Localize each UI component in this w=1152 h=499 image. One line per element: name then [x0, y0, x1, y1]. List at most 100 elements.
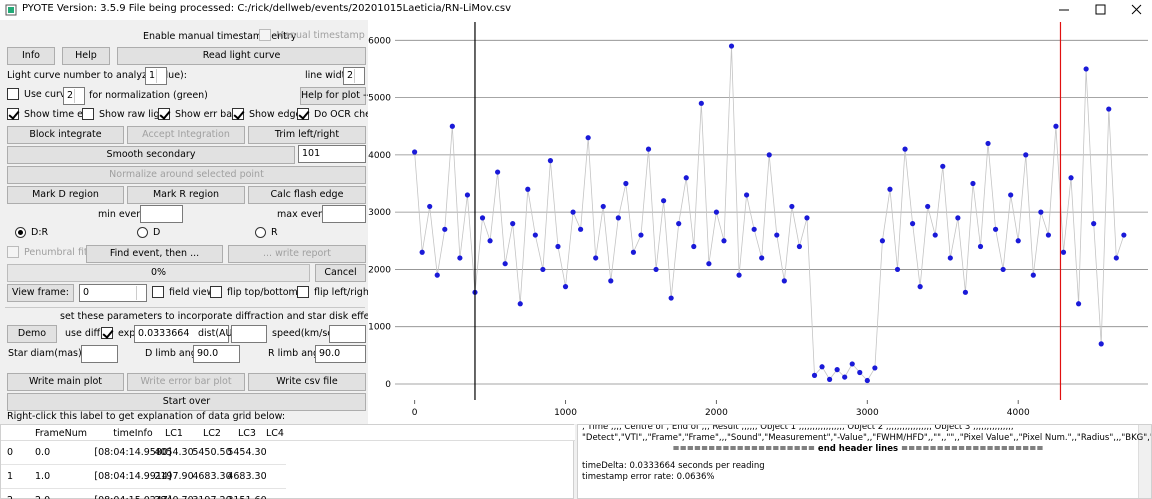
checkbox-label: Manual timestamp entry: [276, 30, 393, 41]
label: min event:: [98, 209, 150, 220]
data-point: [570, 209, 576, 215]
data-point: [645, 146, 652, 152]
checkbox[interactable]: [7, 88, 19, 100]
checkbox-label: Show time err: [24, 109, 91, 120]
button[interactable]: Block integrate: [7, 126, 124, 144]
button[interactable]: Start over: [7, 393, 366, 411]
data-point: [955, 215, 961, 221]
button[interactable]: Find event, then ...: [86, 245, 223, 263]
checkbox-label: flip top/bottom: [227, 287, 298, 298]
data-point: [578, 226, 584, 232]
scrollbar[interactable]: [1138, 425, 1151, 498]
data-point: [653, 266, 659, 273]
data-point: [683, 175, 689, 181]
checkbox[interactable]: [82, 108, 94, 120]
text-input[interactable]: [322, 205, 366, 223]
column-header: FrameNum: [35, 428, 87, 439]
button[interactable]: Calc flash edge: [248, 186, 366, 204]
data-point: [1023, 152, 1029, 158]
data-point: [925, 203, 931, 210]
checkbox[interactable]: [210, 286, 222, 298]
checkbox-label: Show raw light: [99, 109, 170, 120]
spin-box[interactable]: 1: [145, 67, 167, 85]
label: Star diam(mas):: [8, 348, 85, 359]
radio-button[interactable]: [255, 227, 266, 238]
data-point: [789, 203, 795, 210]
button[interactable]: Info: [7, 47, 55, 65]
label: use diff: [65, 328, 101, 339]
text-input[interactable]: [81, 345, 118, 363]
data-point: [766, 152, 772, 158]
data-point: [427, 203, 433, 210]
light-curve-plot[interactable]: 0 1000 2000 3000 4000 5000 6000 0 1000 2000 3000 40…: [368, 20, 1152, 424]
data-point: [442, 226, 448, 232]
data-point: [449, 123, 455, 129]
button[interactable]: Help for plot -->: [300, 87, 378, 105]
cell: [08:04:14.9914]: [94, 471, 172, 482]
progress-bar: 0%: [7, 264, 310, 282]
button[interactable]: Demo: [7, 325, 57, 343]
checkbox-label: Do OCR check: [314, 109, 382, 120]
spin-box[interactable]: 2: [63, 87, 85, 105]
text-input[interactable]: 90.0: [315, 345, 366, 363]
checkbox[interactable]: [158, 108, 170, 120]
checkbox[interactable]: [297, 108, 309, 120]
text-input[interactable]: 90.0: [193, 345, 240, 363]
window-controls[interactable]: [1040, 0, 1152, 20]
radio-button[interactable]: [15, 227, 26, 238]
cell: 1.0: [35, 471, 51, 482]
button[interactable]: Mark R region: [127, 186, 245, 204]
text-input[interactable]: 0.0333664: [134, 325, 229, 343]
text-input[interactable]: [140, 205, 183, 223]
data-point: [615, 215, 621, 221]
button[interactable]: Smooth secondary: [7, 146, 295, 164]
checkbox[interactable]: [7, 108, 19, 120]
button[interactable]: View frame:: [7, 284, 74, 302]
data-point: [434, 272, 440, 278]
button[interactable]: Write main plot: [7, 373, 124, 391]
spin-box[interactable]: 0: [79, 284, 147, 302]
data-point: [1098, 341, 1104, 347]
data-point: [630, 249, 637, 255]
checkbox-label: flip left/right: [314, 287, 373, 298]
column-header: timeInfo: [113, 428, 153, 439]
button[interactable]: Read light curve: [117, 47, 366, 65]
data-point: [781, 278, 787, 284]
x-tick-label: 4000: [1007, 408, 1030, 418]
cell: 5450.50: [192, 447, 232, 458]
log-line: timestamp error rate: 0.0636%: [582, 472, 715, 482]
button[interactable]: Mark D region: [7, 186, 124, 204]
checkbox-label: Show err bars: [175, 109, 241, 120]
data-point: [804, 215, 810, 221]
text-input[interactable]: [231, 325, 267, 343]
data-point: [608, 278, 614, 284]
column-header: LC4: [266, 428, 284, 439]
button[interactable]: Write csv file: [248, 373, 366, 391]
radio-button[interactable]: [137, 227, 148, 238]
data-point: [774, 232, 780, 238]
cell: 5454.30: [227, 447, 267, 458]
data-point: [962, 289, 969, 295]
button[interactable]: Trim left/right: [248, 126, 366, 144]
checkbox[interactable]: [101, 327, 113, 339]
checkbox[interactable]: [152, 286, 164, 298]
text-input[interactable]: 101: [298, 145, 366, 163]
spin-box[interactable]: 2: [343, 67, 365, 85]
data-point: [585, 135, 591, 141]
data-point: [977, 243, 984, 250]
row-index: 2: [7, 495, 13, 499]
y-tick-label: 6000: [368, 36, 391, 46]
data-point: [842, 374, 848, 380]
checkbox[interactable]: [297, 286, 309, 298]
text-input[interactable]: [329, 325, 366, 343]
checkbox[interactable]: [232, 108, 244, 120]
data-point: [970, 180, 976, 187]
button[interactable]: Help: [62, 47, 110, 65]
data-point: [736, 272, 742, 278]
button[interactable]: Cancel: [315, 264, 366, 282]
separator: [5, 307, 365, 308]
cell: 4054.30: [154, 447, 194, 458]
data-point: [706, 261, 712, 267]
cell: 4683.30: [227, 471, 267, 482]
